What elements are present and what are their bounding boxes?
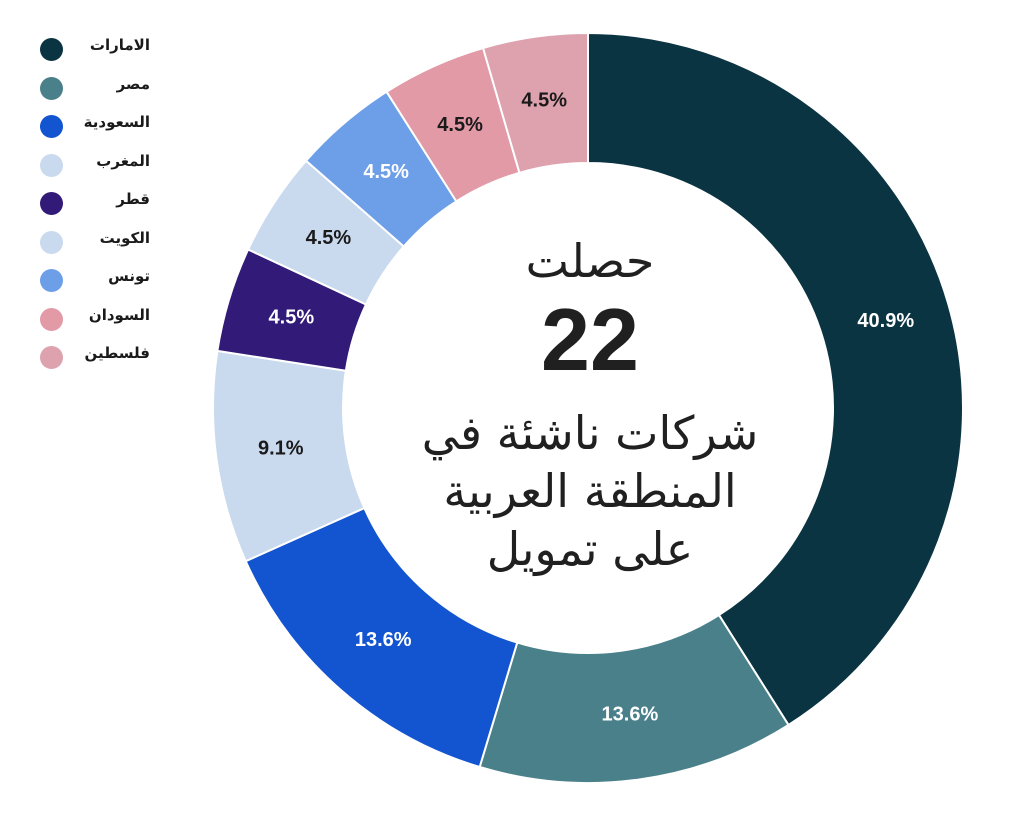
legend-label: فلسطين [84,344,150,362]
legend-item: فلسطين [40,342,150,381]
legend-item: المغرب [40,150,150,189]
legend-item: السعودية [40,111,150,150]
legend-item: مصر [40,73,150,112]
legend-label: الامارات [89,36,150,54]
legend-swatch [40,307,63,331]
legend-swatch [40,153,63,177]
legend-label: مصر [116,74,150,93]
legend-label: السودان [88,305,150,324]
center-caption: شركات ناشئة في المنطقة العربية على تمويل [421,406,759,576]
chart-legend: الامارات مصر السعودية المغرب قطر الكويت تونس ال… [40,34,150,381]
legend-swatch [40,38,63,61]
legend-item: تونس [40,265,150,304]
donut-slices [212,31,964,784]
donut-center-text: حصلت 22 شركات ناشئة في المنطقة العربية ع… [400,232,780,578]
slice-value-label: 4.5% [363,161,409,183]
center-title: حصلت [525,234,655,288]
legend-swatch [40,115,63,138]
slice-value-label: 4.5% [269,306,315,328]
center-count: 22 [541,290,639,389]
legend-item: الكويت [40,227,150,266]
legend-item: الامارات [40,34,150,73]
legend-swatch [40,269,63,292]
donut-slice-labels: 40.9% 13.6% 13.6% 9.1% 4.5% 4.5% 4.5% 4.5% 4.5% [258,89,914,725]
slice-value-label: 4.5% [306,227,352,249]
legend-label: قطر [116,190,150,208]
slice-value-label: 13.6% [355,629,412,651]
slice-value-label: 4.5% [521,89,567,111]
slice-value-label: 9.1% [258,438,304,460]
legend-swatch [40,230,63,254]
legend-label: المغرب [96,151,150,170]
legend-item: السودان [40,304,150,343]
slice-value-label: 40.9% [857,310,914,332]
slice-value-label: 13.6% [602,703,659,725]
legend-label: تونس [108,267,150,285]
legend-label: الكويت [99,228,150,247]
legend-swatch [40,76,63,100]
legend-label: السعودية [83,113,150,131]
donut-slice [481,31,589,175]
legend-swatch [40,346,63,369]
legend-item: قطر [40,188,150,227]
slice-value-label: 4.5% [437,114,483,136]
legend-swatch [40,192,63,215]
donut-slice [587,31,964,727]
